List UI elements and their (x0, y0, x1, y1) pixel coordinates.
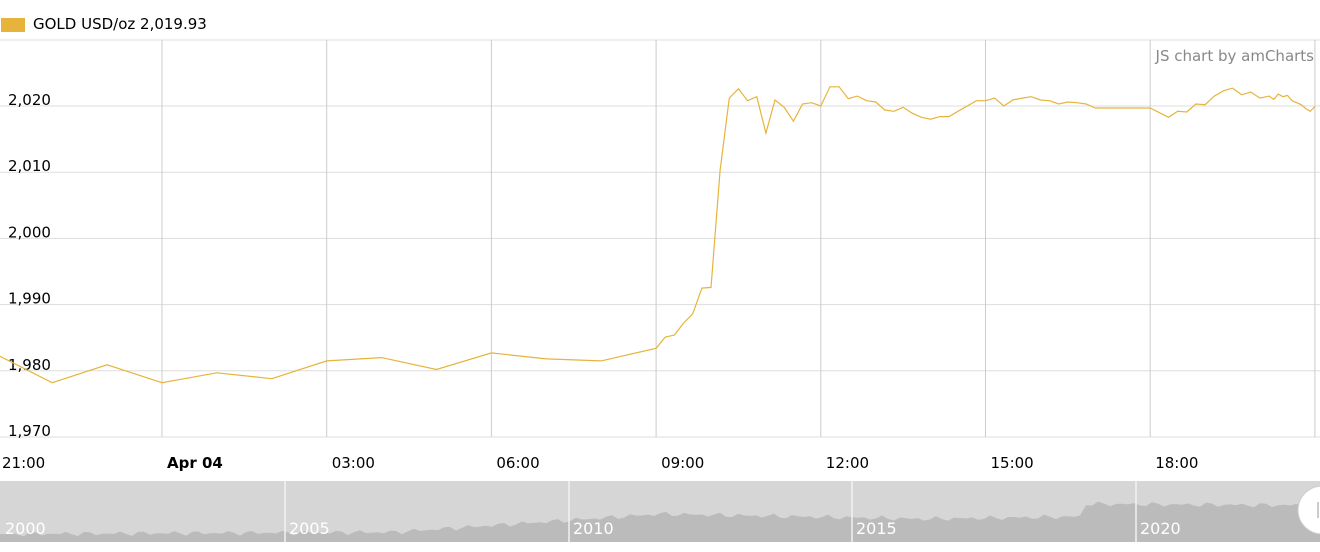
x-axis: 21:00 Apr 04 03:00 06:00 09:00 12:00 15:00 18:0… (2, 454, 1198, 472)
x-tick-label: Apr 04 (167, 454, 223, 472)
x-tick-label: 12:00 (826, 454, 869, 472)
y-tick-label: 2,020 (8, 91, 51, 109)
x-tick-label: 21:00 (2, 454, 45, 472)
y-tick-label: 2,010 (8, 157, 51, 175)
scrollbar-year-label: 2010 (573, 519, 614, 538)
amcharts-credit[interactable]: JS chart by amCharts (1155, 47, 1315, 65)
scrollbar[interactable]: 2000 2005 2010 2015 2020 (0, 481, 1320, 542)
y-tick-label: 2,000 (8, 223, 51, 241)
legend-label: GOLD USD/oz 2,019.93 (33, 15, 207, 33)
grid (0, 39, 1320, 438)
x-tick-label: 06:00 (496, 454, 539, 472)
scrollbar-year-label: 2005 (289, 519, 330, 538)
scrollbar-year-label: 2015 (856, 519, 897, 538)
y-tick-label: 1,980 (8, 356, 51, 374)
x-tick-label: 03:00 (332, 454, 375, 472)
y-tick-label: 1,970 (8, 422, 51, 440)
series-layer (0, 86, 1316, 384)
x-tick-label: 15:00 (991, 454, 1034, 472)
scrollbar-year-label: 2020 (1140, 519, 1181, 538)
scrollbar-handle[interactable] (1297, 485, 1320, 535)
x-tick-label: 09:00 (661, 454, 704, 472)
y-tick-label: 1,990 (8, 290, 51, 308)
scrollbar-year-label: 2000 (5, 519, 46, 538)
scrollbar-preview-area (0, 501, 1320, 542)
y-axis: 1,970 1,980 1,990 2,000 2,010 2,020 (8, 91, 51, 440)
legend-swatch[interactable] (1, 18, 25, 32)
series-line (0, 86, 1316, 384)
x-tick-label: 18:00 (1155, 454, 1198, 472)
